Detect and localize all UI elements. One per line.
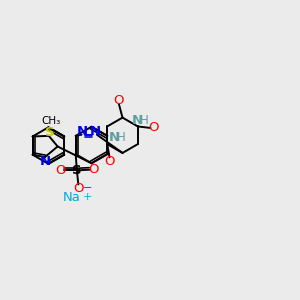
Text: H: H <box>117 130 126 143</box>
Text: CH₃: CH₃ <box>41 116 61 126</box>
Text: −: − <box>82 183 92 193</box>
Text: Na: Na <box>62 191 80 204</box>
Text: O: O <box>149 122 159 134</box>
Text: N: N <box>40 155 51 168</box>
Text: N: N <box>109 130 120 143</box>
Text: N: N <box>89 125 100 138</box>
Text: O: O <box>73 182 83 195</box>
Text: S: S <box>72 164 82 177</box>
Text: O: O <box>88 163 98 176</box>
Text: O: O <box>105 155 115 168</box>
Text: S: S <box>45 125 54 139</box>
Text: N: N <box>132 114 143 127</box>
Text: O: O <box>113 94 124 107</box>
Text: N: N <box>76 125 87 138</box>
Text: +: + <box>83 192 92 203</box>
Text: O: O <box>56 164 66 176</box>
Text: H: H <box>140 114 149 127</box>
